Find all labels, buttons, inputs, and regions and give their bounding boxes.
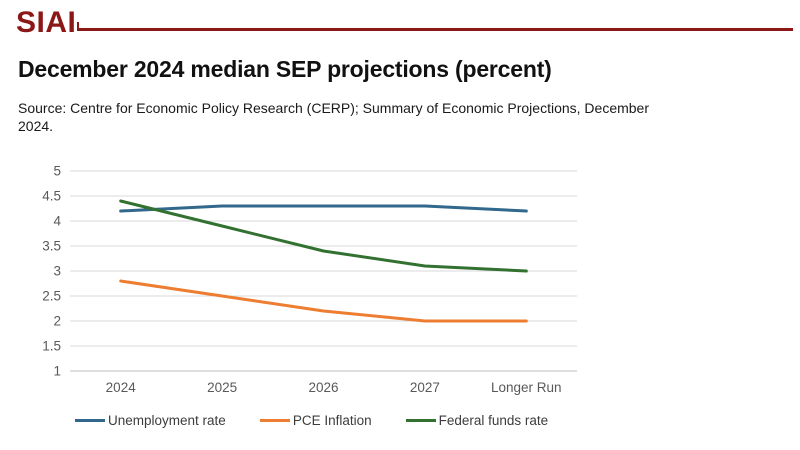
legend-item-unemployment-rate: Unemployment rate	[75, 413, 226, 428]
y-axis-tick-label: 4	[53, 214, 61, 229]
y-axis-tick-label: 2	[53, 314, 61, 329]
x-axis-tick-label: 2024	[106, 380, 137, 395]
sep-chart: 5 4.5 4 3.5 3 2.5 2 1.5 1 2024 2025 2026 2027 Longer …	[30, 158, 585, 402]
legend-item-federal-funds-rate: Federal funds rate	[405, 413, 549, 428]
series-line-pce-inflation	[119, 279, 528, 323]
series-line-unemployment-rate	[119, 204, 528, 213]
header-rule	[77, 22, 793, 31]
y-axis-tick-label: 1	[53, 364, 61, 379]
logo-text: SIAI	[16, 6, 77, 39]
y-axis-tick-label: 3	[53, 264, 61, 279]
chart-legend: Unemployment rate PCE Inflation Federal fu…	[75, 413, 548, 428]
x-axis-tick-label: 2026	[308, 380, 338, 395]
x-axis-tick-label: 2025	[207, 380, 237, 395]
y-axis-tick-label: 3.5	[42, 239, 61, 254]
legend-swatch	[75, 419, 105, 422]
y-axis-tick-label: 2.5	[42, 289, 61, 304]
y-axis-tick-label: 4.5	[42, 189, 61, 204]
page-title: December 2024 median SEP projections (pe…	[18, 56, 552, 82]
source-text: Source: Centre for Economic Policy Resea…	[18, 100, 649, 135]
series-line-federal-funds-rate	[119, 199, 528, 273]
x-axis-tick-label: 2027	[410, 380, 440, 395]
legend-label: Federal funds rate	[438, 413, 549, 428]
y-axis-tick-label: 1.5	[42, 339, 61, 354]
sep-chart-canvas: 5 4.5 4 3.5 3 2.5 2 1.5 1 2024 2025 2026 2027 Longer …	[42, 164, 577, 395]
legend-swatch	[405, 419, 436, 422]
legend-label: Unemployment rate	[108, 413, 226, 428]
legend-label: PCE Inflation	[292, 413, 372, 428]
x-axis-tick-label: Longer Run	[491, 380, 562, 395]
legend-item-pce-inflation: PCE Inflation	[259, 413, 372, 428]
legend-swatch	[259, 419, 290, 422]
y-axis-tick-label: 5	[53, 164, 61, 179]
